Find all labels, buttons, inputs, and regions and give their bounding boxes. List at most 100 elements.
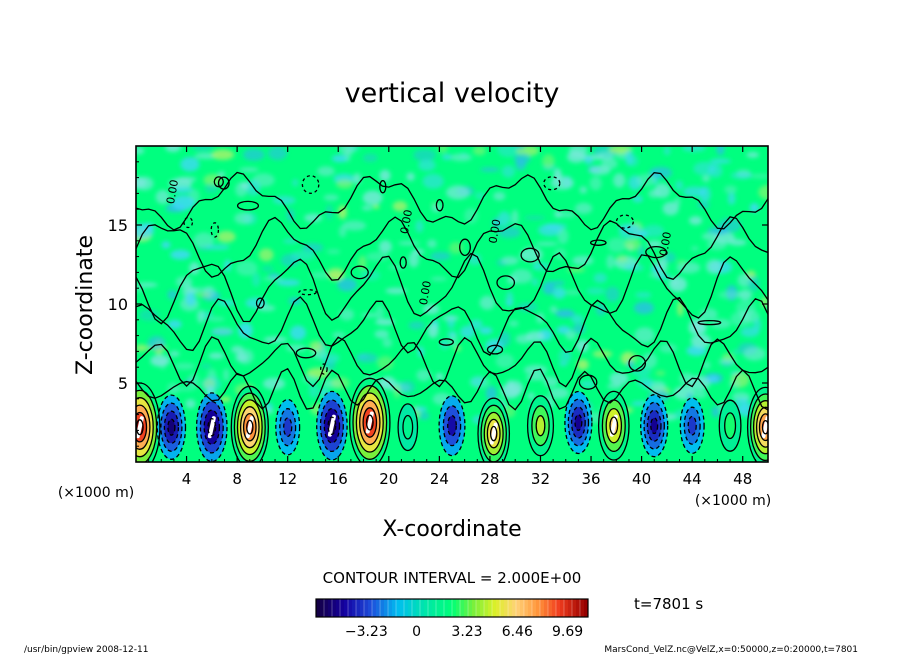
colorbar-band — [388, 599, 393, 617]
texture-patch — [525, 331, 545, 342]
contour-line — [320, 363, 328, 375]
texture-patch — [524, 215, 546, 220]
texture-patch — [724, 185, 737, 194]
contour-line — [327, 416, 337, 435]
texture-patch — [663, 146, 671, 156]
contour-line — [352, 385, 388, 460]
contour-line — [578, 374, 598, 390]
contour-line — [761, 419, 768, 435]
texture-patch — [527, 392, 535, 400]
contour-line — [724, 412, 737, 440]
x-tick-label: 4 — [182, 470, 192, 488]
texture-patch — [709, 158, 731, 164]
colorbar-band — [536, 599, 541, 617]
texture-patch — [161, 241, 171, 249]
texture-patch — [342, 220, 367, 231]
contour-line — [746, 386, 768, 462]
colorbar-tick-label: 9.69 — [552, 624, 583, 640]
colorbar-band — [528, 599, 533, 617]
contour-line — [359, 399, 381, 446]
texture-patch — [749, 203, 759, 213]
contour-line — [543, 176, 561, 191]
texture-patch — [690, 333, 711, 348]
contour-line — [402, 414, 414, 440]
contour-line — [574, 414, 583, 431]
contour-line — [349, 377, 391, 462]
colorbar-band — [580, 599, 585, 617]
contour-line — [615, 214, 634, 229]
texture-patch — [750, 173, 768, 179]
texture-patch — [574, 202, 593, 214]
texture-patch — [217, 300, 236, 306]
texture-patch — [636, 377, 655, 388]
texture-patch — [377, 356, 394, 371]
texture-patch — [169, 350, 180, 357]
contour-line — [459, 238, 471, 257]
texture-patch — [331, 154, 349, 163]
colorbar-band — [392, 599, 397, 617]
colorbar-band — [464, 599, 469, 617]
texture-patch — [634, 327, 655, 344]
texture-patch — [479, 326, 493, 335]
texture-patch — [187, 373, 200, 389]
colorbar-tick-label: 0 — [412, 624, 421, 640]
contour-line — [399, 256, 407, 269]
colorbar-band — [500, 599, 505, 617]
texture-patch — [398, 241, 420, 246]
contour-line — [489, 425, 498, 442]
texture-patch — [336, 179, 354, 189]
contour-line — [156, 394, 187, 460]
contour-line — [486, 418, 501, 449]
texture-patch — [217, 230, 236, 243]
colorbar-tick-label: −3.23 — [345, 624, 388, 640]
contour-line — [477, 397, 511, 462]
colorbar-band — [324, 599, 329, 617]
contour-line — [236, 399, 263, 456]
colorbar-band — [416, 599, 421, 617]
colorbar-band — [316, 599, 321, 617]
texture-patch — [758, 185, 768, 200]
texture-patch — [555, 309, 575, 318]
texture-patch — [702, 175, 710, 182]
texture-patch — [261, 266, 274, 272]
cell-band — [536, 415, 545, 436]
texture-patch — [317, 166, 335, 177]
texture-patch — [673, 197, 681, 207]
contour-line — [242, 412, 257, 442]
contour-label: 0.00 — [657, 231, 674, 257]
texture-patch — [655, 370, 666, 377]
velocity-cell — [719, 400, 741, 452]
texture-patch — [501, 165, 515, 178]
colorbar-band — [568, 599, 573, 617]
contour-line — [295, 347, 317, 359]
texture-patch — [234, 212, 253, 225]
texture-patch — [262, 377, 286, 390]
x-tick-label: 32 — [531, 470, 550, 488]
colorbar-band — [532, 599, 537, 617]
texture-patch — [219, 396, 231, 402]
texture-patch — [668, 276, 687, 292]
texture-patch — [701, 232, 718, 241]
texture-patch — [464, 208, 478, 224]
contour-line — [275, 398, 301, 456]
texture-patch — [730, 171, 753, 180]
contour-line — [752, 400, 768, 455]
texture-patch — [167, 289, 178, 300]
colorbar-band — [340, 599, 345, 617]
texture-patch — [136, 147, 145, 155]
texture-patch — [691, 246, 699, 252]
cell-band — [650, 417, 658, 434]
texture-patch — [449, 333, 458, 348]
contour-line — [236, 200, 260, 211]
texture-patch — [285, 344, 307, 352]
texture-patch — [136, 282, 158, 288]
x-axis-ticks: 4 8 12 16 20 24 28 32 36 40 44 48 — [148, 146, 756, 488]
texture-patch — [732, 349, 741, 355]
colorbar-band — [564, 599, 569, 617]
texture-patch — [223, 368, 230, 382]
colorbar-band — [372, 599, 377, 617]
x-tick-label: 16 — [329, 470, 348, 488]
texture-patch — [442, 154, 453, 160]
colorbar-band — [444, 599, 449, 617]
texture-patch — [593, 273, 607, 283]
